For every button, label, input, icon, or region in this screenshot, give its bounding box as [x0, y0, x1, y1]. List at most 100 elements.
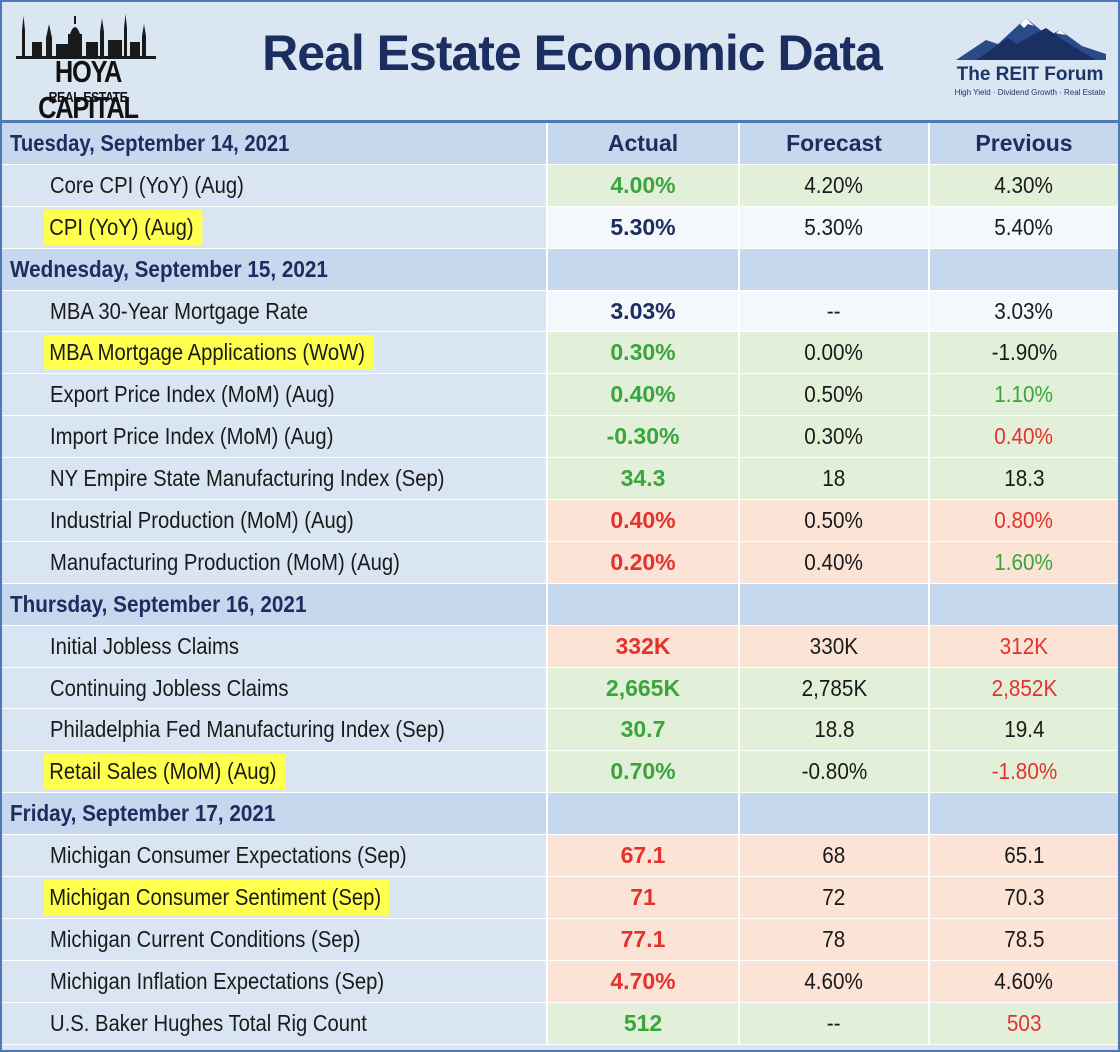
header: HOYA CAPITAL REAL ESTATE Real Estate Eco… — [2, 2, 1118, 125]
forecast-value: 72 — [740, 877, 930, 918]
highlighted-indicator: Retail Sales (MoM) (Aug) — [44, 754, 286, 790]
indicator-name: MBA Mortgage Applications (WoW) — [2, 332, 548, 374]
table-row: Manufacturing Production (MoM) (Aug) 0.2… — [2, 541, 1118, 584]
indicator-name: Manufacturing Production (MoM) (Aug) — [2, 541, 548, 583]
actual-value: 5.30% — [548, 206, 740, 248]
forecast-value: -0.80% — [740, 751, 930, 793]
section-date: Tuesday, September 14, 2021 — [2, 123, 548, 164]
previous-value: 70.3 — [930, 877, 1118, 918]
section-header-row: Thursday, September 16, 2021 — [2, 583, 1118, 626]
forecast-value: 4.60% — [740, 960, 930, 1002]
forecast-value: 4.20% — [740, 164, 930, 206]
indicator-name: Continuing Jobless Claims — [2, 667, 548, 709]
forecast-value: 0.30% — [740, 416, 930, 458]
previous-value: 0.40% — [930, 416, 1118, 458]
forecast-value: 0.50% — [740, 500, 930, 541]
section-header-row: Wednesday, September 15, 2021 — [2, 248, 1118, 291]
forecast-value: 2,785K — [740, 667, 930, 709]
highlighted-indicator: MBA Mortgage Applications (WoW) — [44, 335, 374, 371]
actual-value: 332K — [548, 625, 740, 667]
table-row: MBA 30-Year Mortgage Rate 3.03% -- 3.03% — [2, 290, 1118, 333]
table-row: Import Price Index (MoM) (Aug) -0.30% 0.… — [2, 416, 1118, 459]
indicator-name: CPI (YoY) (Aug) — [2, 206, 548, 248]
actual-value: 71 — [548, 877, 740, 918]
reit-forum-logo: The REIT Forum High Yield · Dividend Gro… — [950, 14, 1110, 110]
forecast-value: 18 — [740, 458, 930, 500]
forecast-value: 78 — [740, 918, 930, 960]
actual-value: 4.00% — [548, 164, 740, 206]
actual-value: 77.1 — [548, 918, 740, 960]
previous-value: 65.1 — [930, 835, 1118, 877]
forecast-value: 18.8 — [740, 709, 930, 751]
table-row: U.S. Baker Hughes Total Rig Count 512 --… — [2, 1002, 1118, 1045]
section-date: Friday, September 17, 2021 — [2, 793, 548, 835]
indicator-name: NY Empire State Manufacturing Index (Sep… — [2, 458, 548, 500]
mountain-icon — [956, 18, 1106, 60]
table-row: Michigan Inflation Expectations (Sep) 4.… — [2, 960, 1118, 1003]
section-header-row: Tuesday, September 14, 2021 Actual Forec… — [2, 123, 1118, 165]
forecast-value: -- — [740, 290, 930, 332]
previous-value: 5.40% — [930, 206, 1118, 248]
table-row: Core CPI (YoY) (Aug) 4.00% 4.20% 4.30% — [2, 164, 1118, 207]
actual-value: 2,665K — [548, 667, 740, 709]
indicator-name: Michigan Current Conditions (Sep) — [2, 918, 548, 960]
indicator-name: Initial Jobless Claims — [2, 625, 548, 667]
previous-value: 2,852K — [930, 667, 1118, 709]
indicator-name: Michigan Consumer Sentiment (Sep) — [2, 877, 548, 918]
table-row: Retail Sales (MoM) (Aug) 0.70% -0.80% -1… — [2, 751, 1118, 794]
actual-value: 67.1 — [548, 835, 740, 877]
indicator-name: MBA 30-Year Mortgage Rate — [2, 290, 548, 332]
section-header-row: Friday, September 17, 2021 — [2, 793, 1118, 836]
hoya-capital-logo: HOYA CAPITAL REAL ESTATE — [16, 12, 156, 125]
table-row: Initial Jobless Claims 332K 330K 312K — [2, 625, 1118, 668]
forecast-value: 330K — [740, 625, 930, 667]
forecast-value: 0.50% — [740, 374, 930, 416]
actual-value: 0.30% — [548, 332, 740, 374]
table-row: Industrial Production (MoM) (Aug) 0.40% … — [2, 500, 1118, 542]
table-row: Continuing Jobless Claims 2,665K 2,785K … — [2, 667, 1118, 710]
previous-value: 4.30% — [930, 164, 1118, 206]
table-row: Michigan Consumer Expectations (Sep) 67.… — [2, 835, 1118, 878]
indicator-name: Export Price Index (MoM) (Aug) — [2, 374, 548, 416]
table-row: Philadelphia Fed Manufacturing Index (Se… — [2, 709, 1118, 752]
actual-value: 34.3 — [548, 458, 740, 500]
reit-forum-name: The REIT Forum — [956, 64, 1104, 85]
indicator-name: Core CPI (YoY) (Aug) — [2, 164, 548, 206]
forecast-value: 0.40% — [740, 541, 930, 583]
previous-value: 78.5 — [930, 918, 1118, 960]
previous-value: 0.80% — [930, 500, 1118, 541]
section-date: Thursday, September 16, 2021 — [2, 583, 548, 625]
hoya-capital-subtitle: REAL ESTATE — [48, 89, 128, 106]
column-header-forecast: Forecast — [740, 123, 930, 164]
actual-value: 0.70% — [548, 751, 740, 793]
column-header-actual: Actual — [548, 123, 740, 164]
indicator-name: U.S. Baker Hughes Total Rig Count — [2, 1002, 548, 1044]
forecast-value: -- — [740, 1002, 930, 1044]
previous-value: 1.60% — [930, 541, 1118, 583]
table-row: Export Price Index (MoM) (Aug) 0.40% 0.5… — [2, 374, 1118, 417]
previous-value: 503 — [930, 1002, 1118, 1044]
table-row: Michigan Current Conditions (Sep) 77.1 7… — [2, 918, 1118, 961]
table-row: CPI (YoY) (Aug) 5.30% 5.30% 5.40% — [2, 206, 1118, 249]
indicator-name: Michigan Consumer Expectations (Sep) — [2, 835, 548, 877]
actual-value: -0.30% — [548, 416, 740, 458]
actual-value: 3.03% — [548, 290, 740, 332]
actual-value: 0.40% — [548, 500, 740, 541]
page-title: Real Estate Economic Data — [262, 25, 883, 81]
indicator-name: Retail Sales (MoM) (Aug) — [2, 751, 548, 793]
table-row: Michigan Consumer Sentiment (Sep) 71 72 … — [2, 877, 1118, 919]
reit-forum-tagline: High Yield · Dividend Growth · Real Esta… — [954, 88, 1106, 97]
indicator-name: Import Price Index (MoM) (Aug) — [2, 416, 548, 458]
forecast-value: 0.00% — [740, 332, 930, 374]
previous-value: 312K — [930, 625, 1118, 667]
actual-value: 0.40% — [548, 374, 740, 416]
actual-value: 30.7 — [548, 709, 740, 751]
previous-value: -1.80% — [930, 751, 1118, 793]
forecast-value: 5.30% — [740, 206, 930, 248]
actual-value: 0.20% — [548, 541, 740, 583]
previous-value: 19.4 — [930, 709, 1118, 751]
actual-value: 4.70% — [548, 960, 740, 1002]
forecast-value: 68 — [740, 835, 930, 877]
table-row: MBA Mortgage Applications (WoW) 0.30% 0.… — [2, 332, 1118, 375]
